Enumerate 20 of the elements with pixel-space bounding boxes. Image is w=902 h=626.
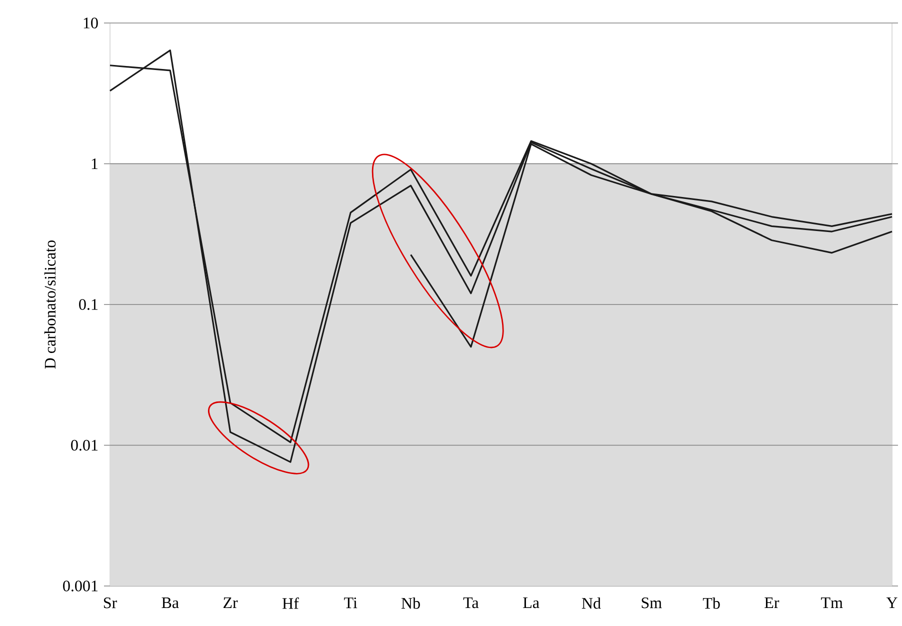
x-tick-label: Sm <box>642 597 662 608</box>
x-tick-label: Er <box>764 597 780 608</box>
x-tick-label: La <box>523 597 540 608</box>
x-tick-label: Ba <box>162 597 179 608</box>
y-tick-label: 0.001 <box>63 580 98 592</box>
y-tick-label: 0.01 <box>71 440 98 451</box>
y-tick-label: 1 <box>92 158 98 170</box>
x-tick-label: Hf <box>282 597 299 609</box>
x-tick-label: Zr <box>224 597 238 608</box>
x-tick-label: Sr <box>104 597 117 608</box>
x-tick-label: Ti <box>344 597 358 608</box>
y-tick-label: 10 <box>84 18 98 28</box>
y-tick-label: 0.1 <box>79 299 98 310</box>
y-axis-title: D carbonato/silicato <box>44 240 56 369</box>
x-tick-label: Y <box>886 597 898 608</box>
x-tick-label: Ta <box>463 597 479 608</box>
x-tick-label: Tm <box>821 597 843 608</box>
x-tick-label: Tb <box>702 597 720 609</box>
x-tick-label: Nd <box>582 597 601 609</box>
x-tick-label: Nb <box>401 597 420 609</box>
